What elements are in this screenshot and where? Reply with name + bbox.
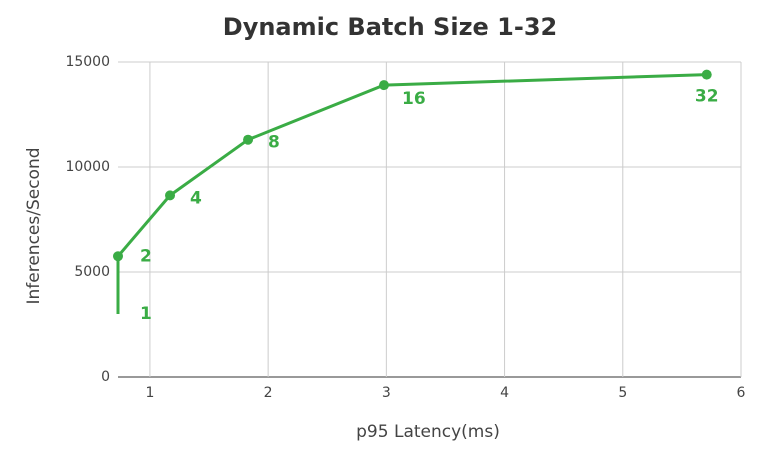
y-tick-label: 15000 (65, 54, 110, 70)
x-tick-label: 5 (618, 385, 627, 401)
point-label: 1 (140, 304, 152, 324)
x-axis-label: p95 Latency(ms) (356, 422, 500, 442)
chart-title: Dynamic Batch Size 1-32 (223, 13, 557, 41)
point-label: 4 (190, 188, 202, 208)
x-tick-label: 4 (500, 385, 509, 401)
point-label: 2 (140, 246, 152, 266)
y-axis-label: Inferences/Second (24, 147, 44, 304)
point-label: 32 (695, 87, 719, 107)
y-tick-label: 5000 (74, 264, 110, 280)
y-tick-label: 10000 (65, 159, 110, 175)
point (165, 190, 176, 201)
x-tick-label: 3 (382, 385, 391, 401)
x-tick-label: 1 (145, 385, 154, 401)
x-tick-label: 2 (264, 385, 273, 401)
point-label: 16 (402, 89, 426, 109)
point-label: 8 (268, 133, 280, 153)
point (243, 134, 254, 145)
point (378, 80, 389, 91)
point (113, 251, 123, 262)
x-tick-label: 6 (737, 385, 746, 401)
line (116, 73, 707, 314)
y-tick-label: 0 (101, 369, 110, 385)
point (701, 69, 712, 80)
